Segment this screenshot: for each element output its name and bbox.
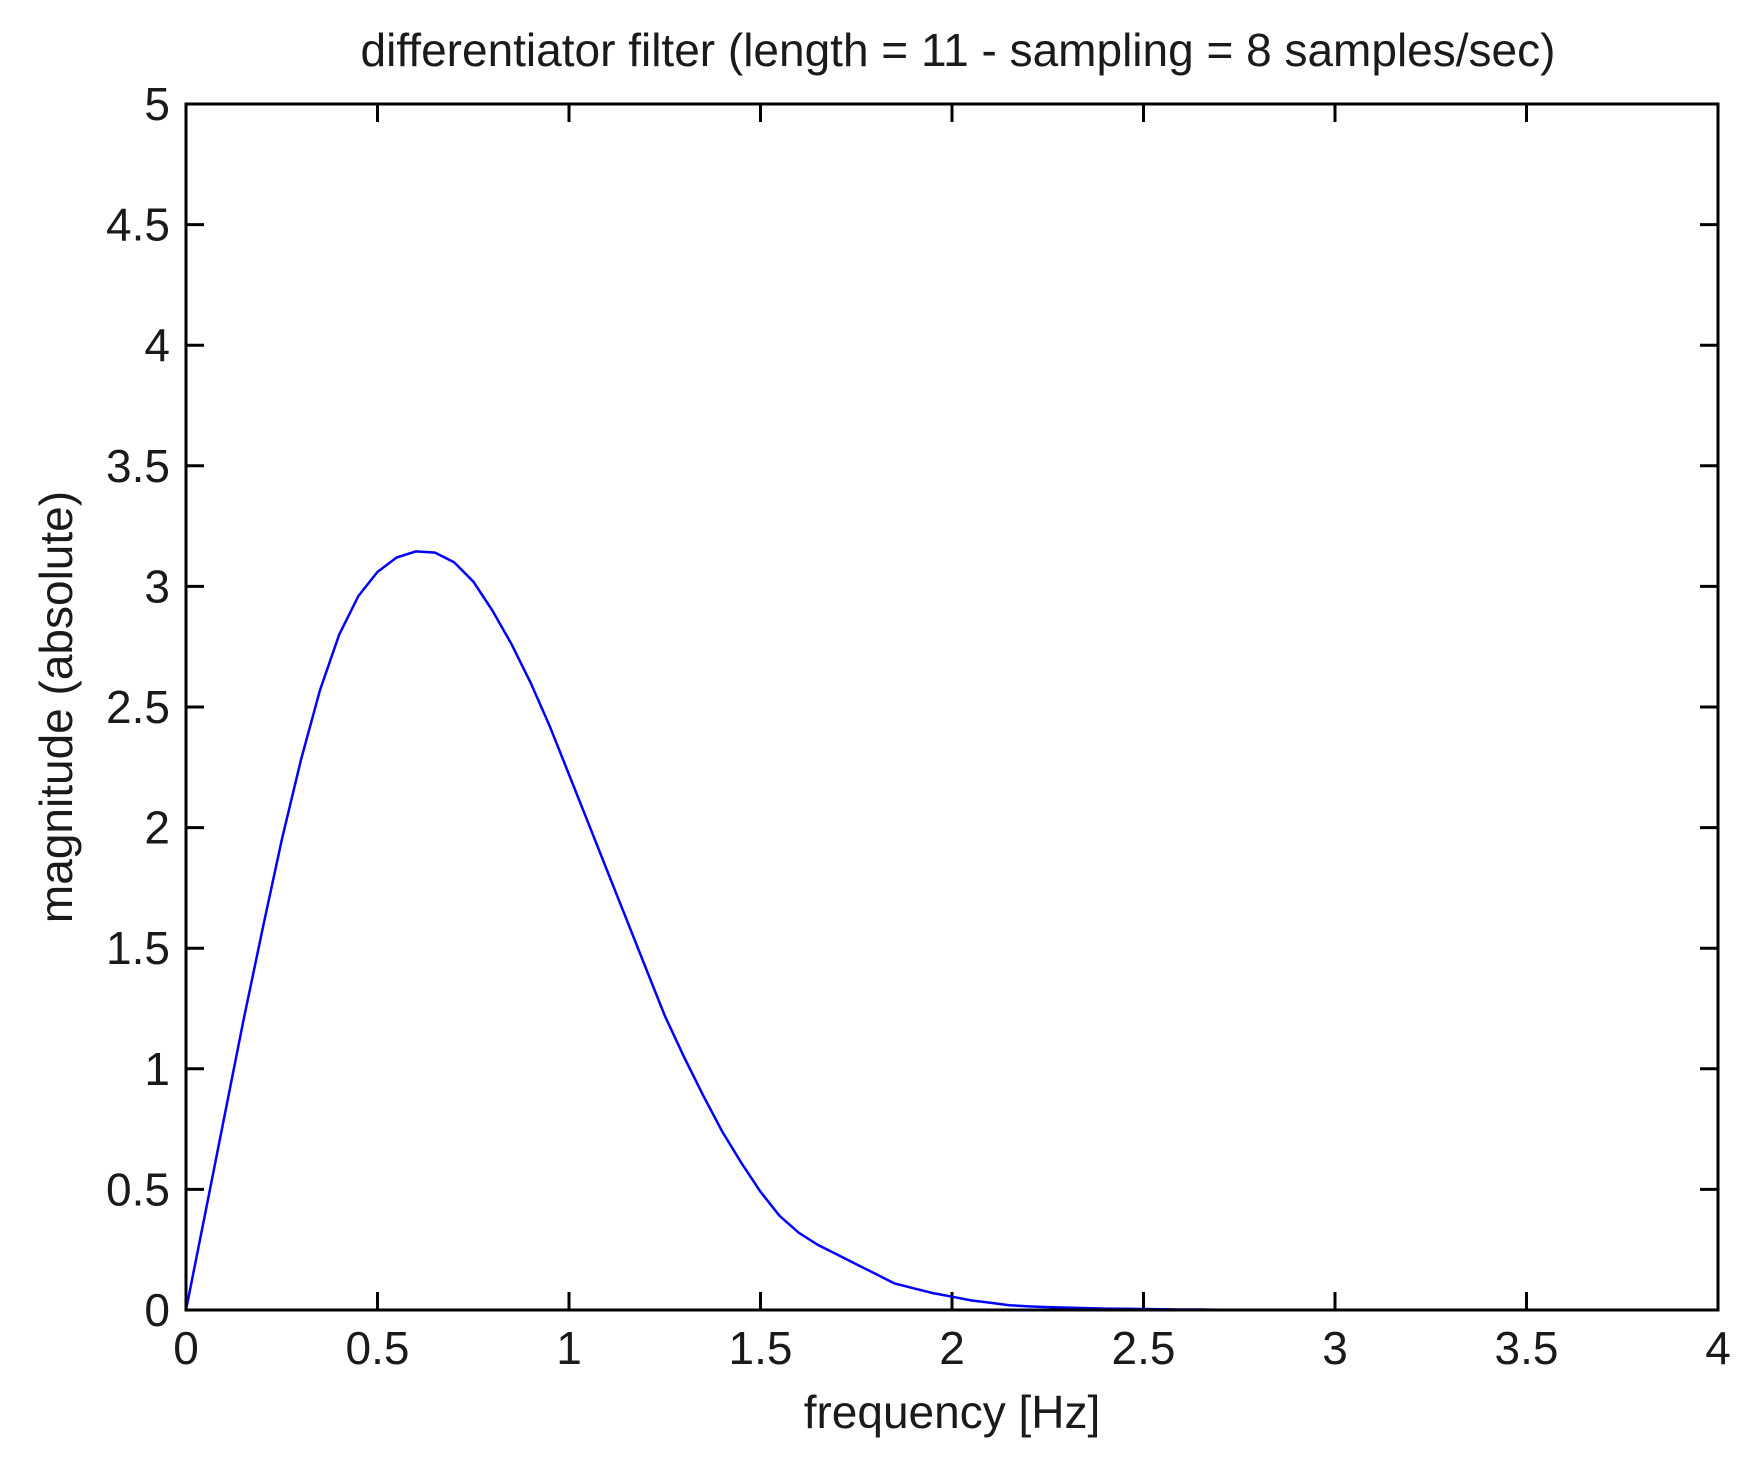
- x-tick-label: 1: [556, 1322, 582, 1374]
- plot-frame: [184, 102, 1720, 1312]
- y-tick-label: 4: [144, 319, 170, 371]
- x-tick-label: 0: [173, 1322, 199, 1374]
- y-tick-label: 3: [144, 560, 170, 612]
- x-tick-label: 3.5: [1495, 1322, 1559, 1374]
- y-tick-label: 4.5: [106, 199, 170, 251]
- x-tick-label: 0.5: [346, 1322, 410, 1374]
- x-tick-label: 3: [1322, 1322, 1348, 1374]
- series-line: [184, 550, 1699, 1312]
- y-tick-label: 0: [144, 1284, 170, 1336]
- y-tick-label: 0.5: [106, 1163, 170, 1215]
- y-tick-label: 3.5: [106, 440, 170, 492]
- y-tick-label: 1.5: [106, 922, 170, 974]
- chart-title: differentiator filter (length = 11 - sam…: [361, 24, 1556, 76]
- plot-area: [184, 550, 1699, 1312]
- axis-ticks: 0 0.5 1 1.5 2 2.5 3 3.5 4 0 0.5 1 1.5 2 2.5 3 3.5 4 4.5 5: [106, 78, 1731, 1374]
- x-axis-label: frequency [Hz]: [804, 1386, 1101, 1438]
- x-tick-label: 2.5: [1112, 1322, 1176, 1374]
- y-axis-label: magnitude (absolute): [30, 491, 82, 923]
- y-tick-label: 2: [144, 802, 170, 854]
- x-tick-label: 2: [939, 1322, 965, 1374]
- y-tick-label: 2.5: [106, 681, 170, 733]
- y-tick-label: 5: [144, 78, 170, 130]
- x-tick-label: 1.5: [729, 1322, 793, 1374]
- y-tick-label: 1: [144, 1043, 170, 1095]
- x-tick-label: 4: [1705, 1322, 1731, 1374]
